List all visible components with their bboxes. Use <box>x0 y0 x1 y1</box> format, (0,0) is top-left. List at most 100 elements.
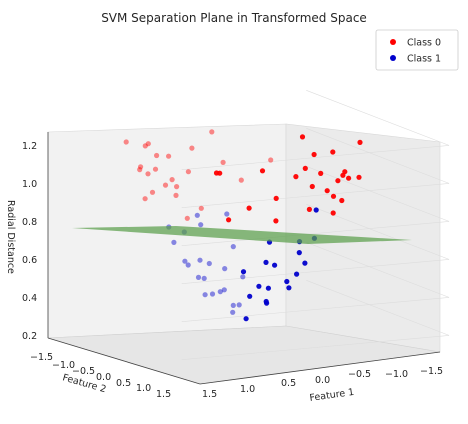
class-0-point <box>138 164 144 170</box>
grid-line <box>306 90 450 146</box>
points-above-plane <box>123 129 363 224</box>
class-1-point <box>185 262 191 268</box>
class-0-point <box>174 184 180 190</box>
class-0-point <box>246 205 252 211</box>
class-1-point <box>198 222 204 228</box>
class-0-point <box>340 172 346 178</box>
class-0-point <box>142 143 148 149</box>
chart-title: SVM Separation Plane in Transformed Spac… <box>101 11 367 25</box>
class-1-point <box>256 283 262 289</box>
y-tick-label: 1.5 <box>156 389 171 400</box>
class-0-point <box>268 157 274 163</box>
y-tick-label: 0.0 <box>96 372 111 383</box>
legend: Class 0 Class 1 <box>375 29 459 71</box>
class-0-point <box>169 177 175 183</box>
class-1-point <box>195 274 202 280</box>
y-tick-label: −1.0 <box>52 360 75 371</box>
x-tick-label: 0.0 <box>315 375 330 386</box>
legend-label-class-1: Class 1 <box>407 54 441 65</box>
class-1-point <box>313 207 319 213</box>
x-tick-label: 1.5 <box>202 389 217 400</box>
x-tick-label: −0.5 <box>348 369 371 380</box>
z-tick-label: 0.2 <box>22 331 37 342</box>
class-0-point <box>149 189 156 195</box>
class-0-point <box>335 178 341 184</box>
class-1-point <box>272 262 278 268</box>
class-1-point <box>264 300 270 306</box>
class-0-point <box>302 165 308 171</box>
grid-lines <box>181 90 450 360</box>
y-tick-label: −0.5 <box>72 366 95 377</box>
legend-marker-class-0 <box>390 39 396 45</box>
axes-panes <box>47 123 441 385</box>
class-1-point <box>221 287 227 293</box>
class-0-point <box>330 193 337 199</box>
class-1-point <box>243 316 249 322</box>
z-tick-label: 0.8 <box>22 217 37 228</box>
class-0-point <box>273 218 279 224</box>
class-0-point <box>217 170 223 176</box>
class-0-point <box>299 134 306 140</box>
class-0-point <box>357 139 363 145</box>
class-1-point <box>294 271 300 277</box>
class-0-point <box>189 145 195 151</box>
class-0-point <box>142 196 148 202</box>
class-0-point <box>152 166 159 172</box>
class-0-point <box>220 159 226 165</box>
class-0-point <box>330 149 336 155</box>
z-tick-label: 0.6 <box>22 255 37 266</box>
class-0-point <box>198 205 204 211</box>
class-0-point <box>209 129 215 135</box>
grid-line <box>306 128 450 184</box>
class-1-point <box>263 259 269 265</box>
class-0-point <box>123 139 129 145</box>
class-0-point <box>259 168 266 174</box>
y-axis-line <box>47 337 201 385</box>
grid-line <box>306 280 450 336</box>
class-0-point <box>173 192 179 198</box>
class-1-point <box>201 275 207 281</box>
class-0-point <box>339 197 345 204</box>
class-0-point <box>311 151 317 158</box>
class-0-point <box>309 183 315 190</box>
grid-line <box>181 335 450 360</box>
grid-line <box>181 145 450 170</box>
class-0-point <box>238 177 244 183</box>
class-0-point <box>330 210 336 216</box>
z-tick-label: 1.0 <box>22 179 37 190</box>
class-1-point <box>286 285 292 291</box>
class-0-point <box>145 171 151 177</box>
class-0-point <box>356 174 362 180</box>
z-tick-label: 1.2 <box>22 141 37 152</box>
class-1-point <box>265 285 271 291</box>
class-0-point <box>145 141 151 147</box>
class-1-point <box>182 258 188 264</box>
class-1-point <box>209 291 216 297</box>
grid-line <box>306 166 450 222</box>
class-1-point <box>202 292 208 298</box>
class-0-point <box>162 182 169 188</box>
class-1-point <box>240 274 246 280</box>
y-tick-label: 1.0 <box>136 383 151 394</box>
grid-line <box>306 204 450 260</box>
class-0-point <box>137 167 143 173</box>
class-1-point <box>296 250 302 256</box>
class-0-point <box>346 175 352 181</box>
grid-line <box>181 221 450 246</box>
class-1-point <box>284 278 290 285</box>
grid-line <box>181 259 450 284</box>
class-1-point <box>236 302 242 308</box>
legend-box <box>375 29 459 71</box>
class-1-point <box>171 239 177 245</box>
class-1-point <box>224 211 230 217</box>
grid-line <box>181 183 450 208</box>
class-1-point <box>247 293 253 299</box>
class-0-point <box>166 153 172 159</box>
y-tick-labels: −1.5 −1.0 −0.5 0.0 0.5 1.0 1.5 <box>30 352 171 400</box>
class-0-point <box>273 195 279 201</box>
x-tick-label: 1.0 <box>240 384 255 395</box>
axis-lines <box>47 132 441 385</box>
class-0-point <box>184 215 190 221</box>
